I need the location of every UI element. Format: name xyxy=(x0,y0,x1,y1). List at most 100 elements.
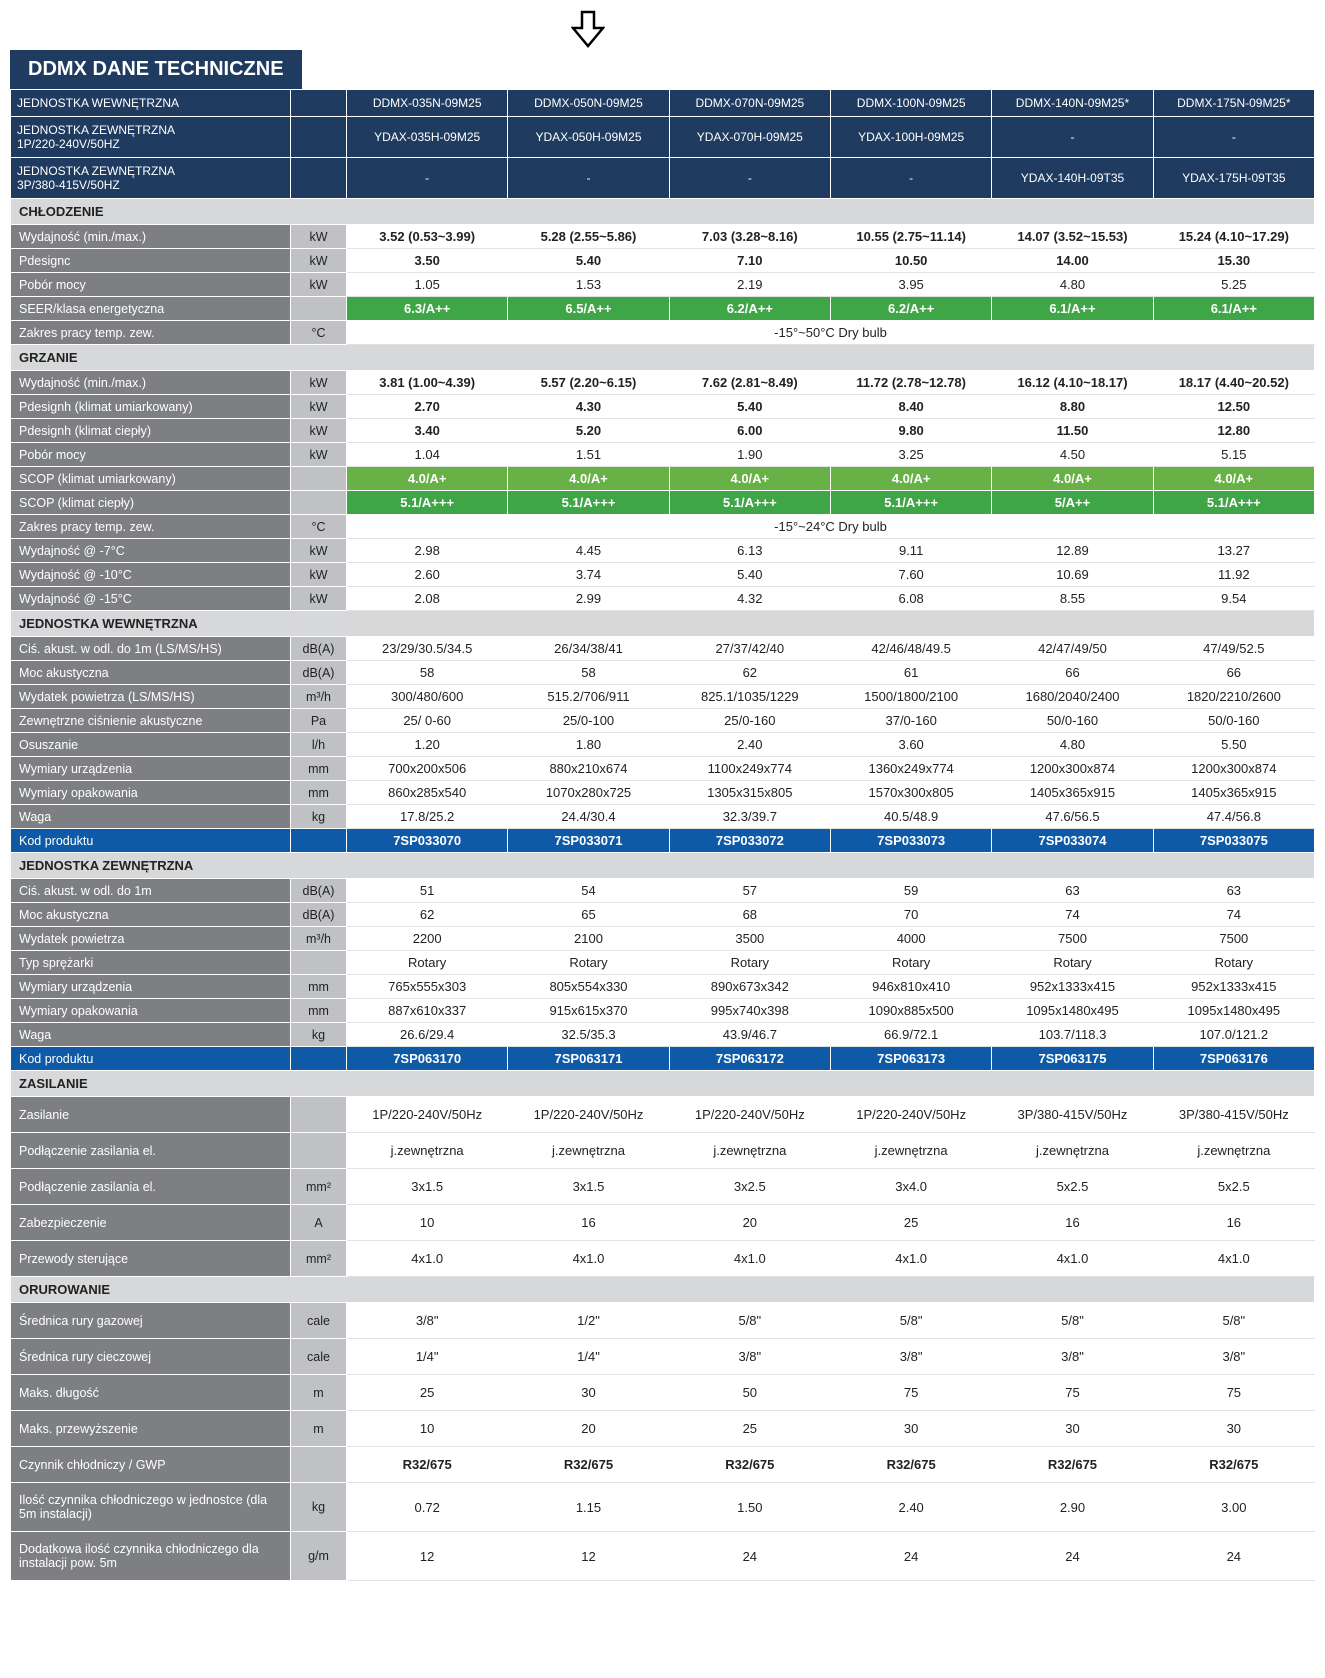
row-cell: 4.30 xyxy=(508,395,669,419)
row-label: Pdesignh (klimat umiarkowany) xyxy=(11,395,291,419)
row-cell: 18.17 (4.40~20.52) xyxy=(1153,371,1314,395)
header-cell: DDMX-175N-09M25* xyxy=(1153,90,1314,117)
section-header: JEDNOSTKA ZEWNĘTRZNA xyxy=(11,853,1315,879)
row-cell: 8.40 xyxy=(830,395,991,419)
row-unit: kg xyxy=(291,1483,347,1532)
section-title: JEDNOSTKA WEWNĘTRZNA xyxy=(11,611,1315,637)
row-label: Podłączenie zasilania el. xyxy=(11,1133,291,1169)
row-cell: 6.2/A++ xyxy=(830,297,991,321)
row-cell: 1405x365x915 xyxy=(1153,781,1314,805)
header-unit xyxy=(291,117,347,158)
row-cell: 10.69 xyxy=(992,563,1153,587)
row-label: Pobór mocy xyxy=(11,443,291,467)
row-label: Ilość czynnika chłodniczego w jednostce … xyxy=(11,1483,291,1532)
row-cell: 4x1.0 xyxy=(669,1241,830,1277)
row-unit: dB(A) xyxy=(291,661,347,685)
row-cell: 8.80 xyxy=(992,395,1153,419)
row-cell: 10.55 (2.75~11.14) xyxy=(830,225,991,249)
section-header: JEDNOSTKA WEWNĘTRZNA xyxy=(11,611,1315,637)
row-label: Wydajność (min./max.) xyxy=(11,371,291,395)
row-cell: j.zewnętrzna xyxy=(1153,1133,1314,1169)
row-cell: 1360x249x774 xyxy=(830,757,991,781)
row-cell: 16 xyxy=(992,1205,1153,1241)
row-cell: 4000 xyxy=(830,927,991,951)
row-cell: 63 xyxy=(1153,879,1314,903)
row-cell: 23/29/30.5/34.5 xyxy=(347,637,508,661)
row-cell: R32/675 xyxy=(669,1447,830,1483)
row-cell: 47.4/56.8 xyxy=(1153,805,1314,829)
data-row: Dodatkowa ilość czynnika chłodniczego dl… xyxy=(11,1532,1315,1581)
row-cell: 880x210x674 xyxy=(508,757,669,781)
row-span: -15°~50°C Dry bulb xyxy=(347,321,1315,345)
data-row: Wymiary urządzeniamm765x555x303805x554x3… xyxy=(11,975,1315,999)
row-label: Podłączenie zasilania el. xyxy=(11,1169,291,1205)
row-cell: 50/0-160 xyxy=(992,709,1153,733)
row-label: Średnica rury gazowej xyxy=(11,1303,291,1339)
data-row: Wydajność @ -15°CkW2.082.994.326.088.559… xyxy=(11,587,1315,611)
row-unit: kW xyxy=(291,273,347,297)
row-cell: 3.74 xyxy=(508,563,669,587)
row-cell: 1P/220-240V/50Hz xyxy=(347,1097,508,1133)
row-cell: 5.1/A+++ xyxy=(830,491,991,515)
row-unit: mm xyxy=(291,999,347,1023)
row-cell: 43.9/46.7 xyxy=(669,1023,830,1047)
data-row: SEER/klasa energetyczna6.3/A++6.5/A++6.2… xyxy=(11,297,1315,321)
row-cell: 2.98 xyxy=(347,539,508,563)
row-cell: 75 xyxy=(992,1375,1153,1411)
row-cell: 16 xyxy=(508,1205,669,1241)
row-label: Wydajność @ -7°C xyxy=(11,539,291,563)
row-cell: 3P/380-415V/50Hz xyxy=(992,1097,1153,1133)
data-row: Zakres pracy temp. zew.°C-15°~50°C Dry b… xyxy=(11,321,1315,345)
row-cell: 1.04 xyxy=(347,443,508,467)
row-cell: 4.45 xyxy=(508,539,669,563)
row-label: Wymiary opakowania xyxy=(11,781,291,805)
row-cell: 25/0-160 xyxy=(669,709,830,733)
section-title: JEDNOSTKA ZEWNĘTRZNA xyxy=(11,853,1315,879)
row-cell: 5.1/A+++ xyxy=(347,491,508,515)
row-unit: A xyxy=(291,1205,347,1241)
row-unit: kW xyxy=(291,249,347,273)
row-label: Ciś. akust. w odl. do 1m xyxy=(11,879,291,903)
section-title: ZASILANIE xyxy=(11,1071,1315,1097)
data-row: Wymiary urządzeniamm700x200x506880x210x6… xyxy=(11,757,1315,781)
row-cell: 7SP033071 xyxy=(508,829,669,853)
header-cell: YDAX-070H-09M25 xyxy=(669,117,830,158)
row-cell: 5.40 xyxy=(508,249,669,273)
row-unit: °C xyxy=(291,321,347,345)
row-cell: 66 xyxy=(1153,661,1314,685)
row-cell: 995x740x398 xyxy=(669,999,830,1023)
row-cell: 7.10 xyxy=(669,249,830,273)
row-unit: kW xyxy=(291,563,347,587)
row-unit: kW xyxy=(291,395,347,419)
row-cell: 16.12 (4.10~18.17) xyxy=(992,371,1153,395)
row-cell: 952x1333x415 xyxy=(1153,975,1314,999)
section-header: GRZANIE xyxy=(11,345,1315,371)
row-cell: 6.2/A++ xyxy=(669,297,830,321)
data-row: ZabezpieczenieA101620251616 xyxy=(11,1205,1315,1241)
row-cell: 6.08 xyxy=(830,587,991,611)
row-cell: 952x1333x415 xyxy=(992,975,1153,999)
row-unit xyxy=(291,951,347,975)
row-cell: 3x1.5 xyxy=(347,1169,508,1205)
row-label: Zakres pracy temp. zew. xyxy=(11,515,291,539)
row-unit: mm xyxy=(291,975,347,999)
row-cell: 1570x300x805 xyxy=(830,781,991,805)
row-cell: 59 xyxy=(830,879,991,903)
row-unit: m³/h xyxy=(291,685,347,709)
row-unit: mm xyxy=(291,757,347,781)
row-cell: 1.51 xyxy=(508,443,669,467)
row-cell: 24 xyxy=(669,1532,830,1581)
row-cell: 5.1/A+++ xyxy=(1153,491,1314,515)
row-cell: Rotary xyxy=(1153,951,1314,975)
header-cell: DDMX-035N-09M25 xyxy=(347,90,508,117)
data-row: Podłączenie zasilania el.j.zewnętrznaj.z… xyxy=(11,1133,1315,1169)
row-cell: R32/675 xyxy=(992,1447,1153,1483)
row-cell: 9.80 xyxy=(830,419,991,443)
row-cell: 12.50 xyxy=(1153,395,1314,419)
row-cell: 5x2.5 xyxy=(1153,1169,1314,1205)
row-unit: mm² xyxy=(291,1169,347,1205)
data-row: Czynnik chłodniczy / GWPR32/675R32/675R3… xyxy=(11,1447,1315,1483)
row-cell: 12.80 xyxy=(1153,419,1314,443)
row-cell: 11.50 xyxy=(992,419,1153,443)
row-cell: 1820/2210/2600 xyxy=(1153,685,1314,709)
